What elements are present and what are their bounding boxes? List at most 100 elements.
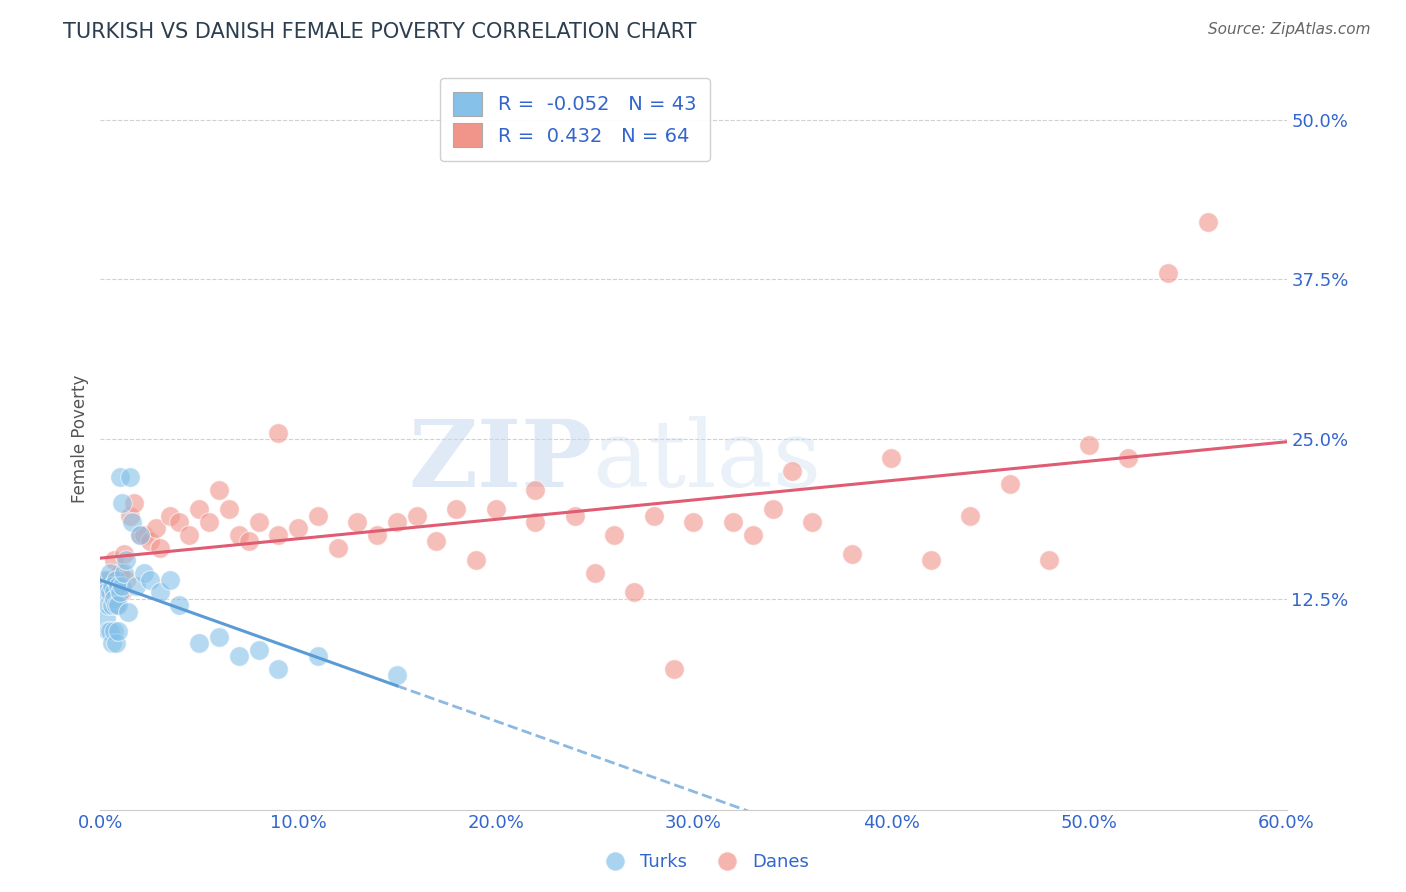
Point [198, 515, 221, 529]
Point [159, 508, 181, 523]
Point [287, 521, 309, 535]
Text: Source: ZipAtlas.com: Source: ZipAtlas.com [1208, 22, 1371, 37]
Point [1077, 438, 1099, 452]
Point [841, 547, 863, 561]
Point [105, 573, 128, 587]
Point [524, 483, 547, 497]
Point [105, 636, 128, 650]
Point [682, 515, 704, 529]
Point [1038, 553, 1060, 567]
Text: TURKISH VS DANISH FEMALE POVERTY CORRELATION CHART: TURKISH VS DANISH FEMALE POVERTY CORRELA… [63, 22, 697, 42]
Point [105, 598, 128, 612]
Point [96, 611, 118, 625]
Point [107, 598, 129, 612]
Point [179, 528, 201, 542]
Point [111, 496, 134, 510]
Point [97, 598, 120, 612]
Point [801, 515, 824, 529]
Point [218, 502, 240, 516]
Text: atlas: atlas [593, 417, 823, 507]
Point [101, 585, 124, 599]
Point [125, 579, 148, 593]
Point [117, 605, 139, 619]
Point [721, 515, 744, 529]
Point [98, 585, 121, 599]
Point [169, 515, 191, 529]
Point [112, 547, 135, 561]
Point [101, 579, 124, 593]
Point [159, 573, 181, 587]
Point [101, 598, 124, 612]
Point [139, 534, 162, 549]
Point [603, 528, 626, 542]
Point [98, 566, 121, 581]
Point [132, 528, 155, 542]
Point [247, 515, 270, 529]
Point [145, 521, 167, 535]
Legend: Turks, Danes: Turks, Danes [589, 847, 817, 879]
Point [97, 624, 120, 638]
Point [107, 579, 129, 593]
Point [465, 553, 488, 567]
Point [307, 649, 329, 664]
Point [247, 643, 270, 657]
Point [103, 591, 125, 606]
Point [93, 573, 115, 587]
Point [524, 515, 547, 529]
Point [97, 573, 120, 587]
Point [385, 668, 408, 682]
Point [267, 528, 290, 542]
Point [149, 585, 172, 599]
Point [1197, 215, 1219, 229]
Point [111, 579, 134, 593]
Point [132, 566, 155, 581]
Point [108, 585, 131, 599]
Point [228, 528, 250, 542]
Point [267, 662, 290, 676]
Point [643, 508, 665, 523]
Point [105, 598, 128, 612]
Point [118, 508, 141, 523]
Point [208, 630, 231, 644]
Point [782, 464, 804, 478]
Point [238, 534, 260, 549]
Point [623, 585, 645, 599]
Point [188, 636, 211, 650]
Point [118, 470, 141, 484]
Point [385, 515, 408, 529]
Point [149, 541, 172, 555]
Point [115, 553, 138, 567]
Text: ZIP: ZIP [408, 417, 593, 507]
Point [485, 502, 508, 516]
Point [108, 470, 131, 484]
Point [103, 585, 125, 599]
Point [98, 585, 121, 599]
Point [103, 553, 125, 567]
Point [107, 624, 129, 638]
Point [346, 515, 368, 529]
Point [405, 508, 427, 523]
Point [121, 515, 143, 529]
Point [583, 566, 606, 581]
Y-axis label: Female Poverty: Female Poverty [72, 375, 89, 503]
Point [998, 476, 1021, 491]
Point [103, 624, 125, 638]
Point [366, 528, 388, 542]
Point [98, 624, 121, 638]
Point [267, 425, 290, 440]
Point [564, 508, 586, 523]
Point [662, 662, 685, 676]
Point [188, 502, 211, 516]
Point [128, 528, 150, 542]
Point [228, 649, 250, 664]
Point [169, 598, 191, 612]
Legend: R =  -0.052   N = 43, R =  0.432   N = 64: R = -0.052 N = 43, R = 0.432 N = 64 [440, 78, 710, 161]
Point [326, 541, 349, 555]
Point [959, 508, 981, 523]
Point [208, 483, 231, 497]
Point [139, 573, 162, 587]
Point [122, 496, 145, 510]
Point [107, 573, 129, 587]
Point [112, 566, 135, 581]
Point [1118, 451, 1140, 466]
